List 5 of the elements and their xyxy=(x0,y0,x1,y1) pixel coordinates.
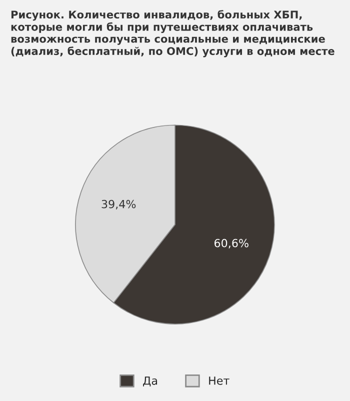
chart-title: Рисунок. Количество инвалидов, больных ХБП, которые могли бы при путешествиях оплачивать возможность получать социальные и медицинские (диализ, бесплатный, по ОМС) услуги в одном месте xyxy=(11,10,334,58)
legend-label: Да xyxy=(143,376,158,386)
legend-label: Нет xyxy=(209,376,230,385)
data-label: 39,4% xyxy=(102,200,136,210)
data-label: 60,6% xyxy=(214,238,248,248)
